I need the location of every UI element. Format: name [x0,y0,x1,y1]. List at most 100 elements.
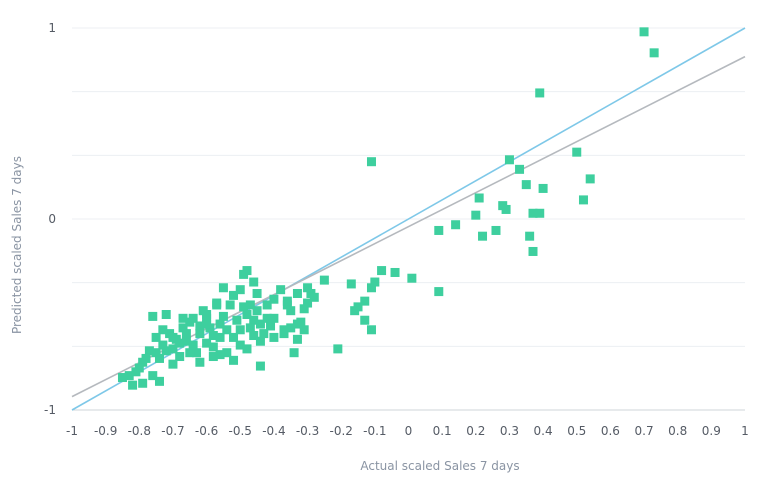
data-point [229,355,239,365]
data-point [377,266,387,276]
data-point [407,273,417,283]
data-point [218,311,228,321]
data-point [266,321,276,331]
data-point [255,319,265,329]
data-point [212,298,222,308]
data-point [262,313,272,323]
data-point [333,344,343,354]
x-tick-label: -1 [66,424,78,438]
data-point [245,300,255,310]
data-point [158,325,168,335]
data-point [578,195,588,205]
x-tick-label: 0.9 [702,424,721,438]
data-point [181,336,191,346]
data-point [292,288,302,298]
data-point [117,373,127,383]
data-point [131,367,141,377]
data-point [181,329,191,339]
data-point [269,294,279,304]
data-point [154,376,164,386]
data-point [222,325,232,335]
data-point [208,342,218,352]
data-point [148,311,158,321]
y-tick-label: 1 [48,21,56,35]
data-point [269,332,279,342]
x-tick-label: 0.3 [500,424,519,438]
data-point [195,357,205,367]
data-point [178,313,188,323]
x-tick-label: -0.8 [128,424,151,438]
data-point [178,323,188,333]
data-point [195,321,205,331]
data-point [175,352,185,362]
data-point [161,310,171,319]
y-tick-label: 0 [48,212,56,226]
data-point [151,348,161,358]
data-point [360,296,370,306]
y-axis-title: Predicted scaled Sales 7 days [10,156,24,334]
x-tick-label: -0.2 [329,424,352,438]
data-point [252,288,262,298]
data-point [215,319,225,329]
data-point [515,164,525,174]
data-point [232,315,242,325]
data-point [360,315,370,325]
data-point [434,225,444,235]
data-point [292,319,302,329]
y-tick-label: -1 [44,403,56,417]
data-point [309,292,319,302]
data-point [279,329,289,339]
data-point [242,310,252,319]
x-tick-label: 0.2 [466,424,485,438]
data-point [370,277,380,287]
data-point [192,348,202,358]
data-point [282,296,292,306]
x-tick-label: -0.6 [195,424,218,438]
data-point [366,283,376,293]
data-point [528,208,538,218]
data-point [168,359,178,369]
data-point [252,306,262,316]
data-point [366,325,376,335]
x-tick-label: -0.3 [296,424,319,438]
x-tick-label: 1 [741,424,749,438]
x-tick-label: 0.7 [635,424,654,438]
data-point [215,332,225,342]
data-point [249,277,259,287]
y-axis-tick-labels: -1 0 1 [44,21,56,417]
data-point [259,329,269,339]
data-point [154,353,164,363]
data-point [225,300,235,310]
data-point [138,357,148,367]
data-point [188,313,198,323]
data-point [319,275,329,285]
data-point [188,340,198,350]
data-point [124,371,134,381]
x-tick-label: 0 [405,424,413,438]
data-point [289,348,299,358]
data-point [229,290,239,300]
data-point [478,231,488,241]
x-tick-label: -0.4 [262,424,285,438]
x-tick-label: -0.1 [363,424,386,438]
data-point [286,323,296,333]
data-point [434,287,444,297]
data-point [235,325,245,335]
data-point [521,180,531,190]
data-point [649,48,659,58]
data-point [639,27,649,37]
data-point [185,348,195,358]
data-point [168,332,178,342]
data-point [299,325,309,335]
data-point [451,220,461,230]
data-point [202,319,212,329]
data-point [245,323,255,333]
data-point [128,380,138,390]
data-point [222,348,232,358]
data-point [366,157,376,167]
data-point [239,269,249,279]
data-point [249,331,259,341]
data-point [501,204,511,214]
x-tick-label: 0.8 [668,424,687,438]
